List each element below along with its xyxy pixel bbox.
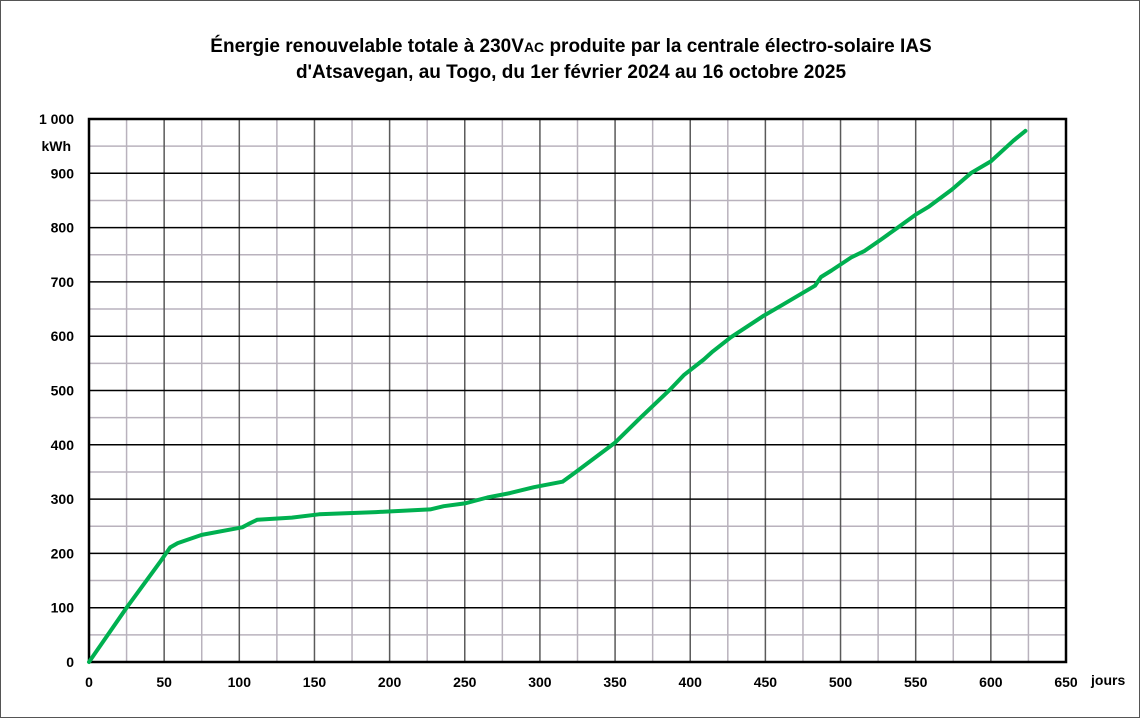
title-subscript-ac: AC bbox=[523, 39, 545, 55]
x-tick-label: 200 bbox=[378, 674, 402, 690]
y-tick-label: 0 bbox=[66, 654, 74, 670]
x-tick-label: 550 bbox=[904, 674, 928, 690]
y-tick-label: 900 bbox=[51, 165, 75, 181]
y-tick-label: 800 bbox=[51, 220, 75, 236]
x-tick-label: 50 bbox=[156, 674, 172, 690]
x-axis-label: jours bbox=[1090, 672, 1125, 688]
y-tick-label: 100 bbox=[51, 600, 75, 616]
x-tick-label: 650 bbox=[1054, 674, 1078, 690]
y-axis-label: kWh bbox=[41, 138, 71, 154]
title-text-rest: produite par la centrale électro-solaire… bbox=[544, 36, 932, 57]
chart-title-line-1: Énergie renouvelable totale à 230VAC pro… bbox=[1, 36, 1139, 58]
grid bbox=[87, 117, 1068, 664]
series-line bbox=[87, 128, 1028, 664]
y-tick-label: 700 bbox=[51, 274, 75, 290]
title-text: Énergie renouvelable totale à 230V bbox=[210, 36, 524, 57]
x-tick-label: 450 bbox=[754, 674, 778, 690]
x-tick-label: 500 bbox=[829, 674, 853, 690]
y-tick-label: 1 000 bbox=[39, 111, 74, 127]
x-tick-label: 100 bbox=[228, 674, 252, 690]
tick-labels: 0 50 100 150 200 250 300 350 400 450 500 550 600 650 0… bbox=[39, 111, 1078, 690]
x-tick-label: 350 bbox=[603, 674, 627, 690]
y-tick-label: 200 bbox=[51, 545, 75, 561]
x-tick-label: 600 bbox=[979, 674, 1003, 690]
x-tick-label: 250 bbox=[453, 674, 477, 690]
x-tick-label: 150 bbox=[303, 674, 327, 690]
x-tick-label: 400 bbox=[679, 674, 703, 690]
x-tick-label: 0 bbox=[85, 674, 93, 690]
y-tick-label: 500 bbox=[51, 383, 75, 399]
y-tick-label: 600 bbox=[51, 328, 75, 344]
x-tick-label: 300 bbox=[528, 674, 552, 690]
series-layer bbox=[87, 128, 1028, 664]
y-tick-label: 400 bbox=[51, 437, 75, 453]
y-tick-label: 300 bbox=[51, 491, 75, 507]
plot-border bbox=[87, 117, 1068, 664]
chart-title-line-2: d'Atsavegan, au Togo, du 1er février 202… bbox=[295, 62, 847, 83]
